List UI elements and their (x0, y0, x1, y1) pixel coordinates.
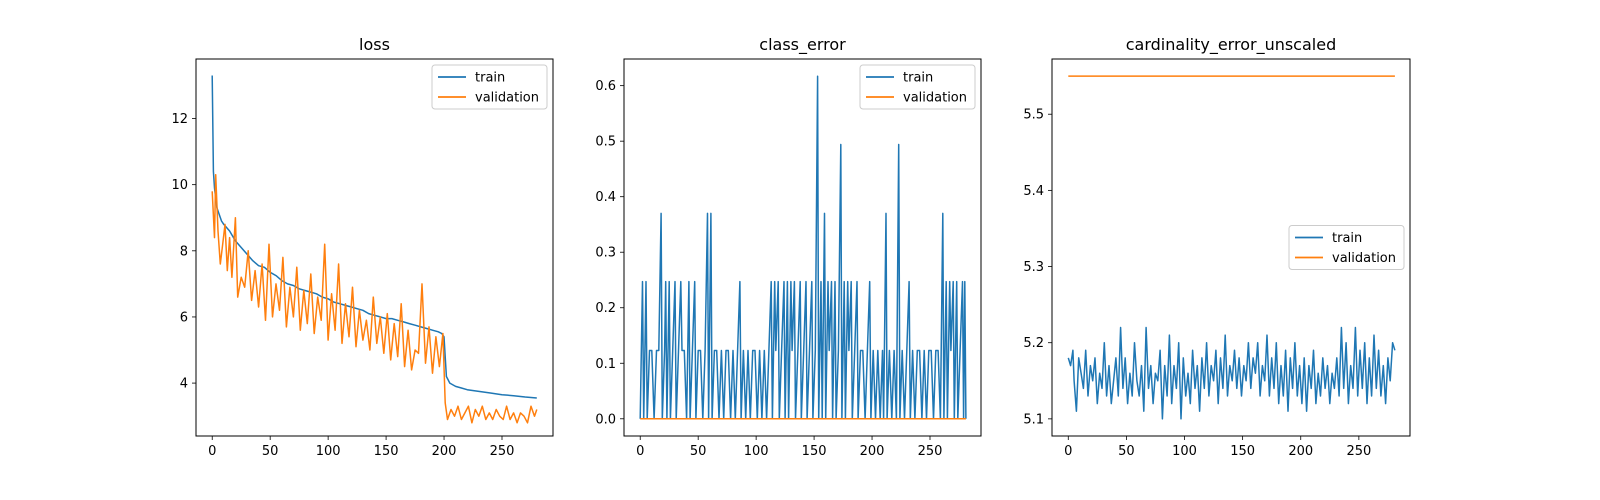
y-tick-label: 0.4 (595, 190, 616, 205)
legend: train validation (859, 64, 976, 110)
plot-frame (195, 58, 554, 437)
y-tick-label: 12 (171, 112, 188, 127)
x-tick-label: 200 (860, 444, 885, 459)
x-tick-label: 200 (432, 444, 457, 459)
x-tick-label: 250 (490, 444, 515, 459)
x-tick-label: 150 (1230, 444, 1255, 459)
y-tick-label: 0.1 (595, 357, 616, 372)
plot-frame (623, 58, 982, 437)
y-tick-label: 5.2 (1023, 336, 1044, 351)
y-tick-label: 5.4 (1023, 184, 1044, 199)
legend-label-train: train (903, 71, 933, 86)
legend-box (859, 64, 976, 110)
legend: train validation (431, 64, 548, 110)
legend-label-train: train (1332, 231, 1362, 246)
x-tick-label: 100 (744, 444, 769, 459)
x-tick-label: 150 (802, 444, 827, 459)
series-line-train (211, 75, 537, 399)
legend-box (1288, 225, 1405, 270)
y-tick-label: 0.0 (595, 412, 616, 427)
y-tick-label: 0.6 (595, 79, 616, 94)
legend-label-validation: validation (475, 91, 539, 106)
series-line-train (1067, 326, 1396, 420)
y-tick-label: 6 (180, 310, 188, 325)
y-tick-label: 5.5 (1023, 108, 1044, 123)
chart-title: cardinality_error_unscaled (1126, 35, 1336, 55)
y-tick-label: 8 (180, 244, 188, 259)
plot-frame (1051, 58, 1411, 437)
x-tick-label: 50 (690, 444, 707, 459)
subplot-loss: 0 50 100 150 200 250 4 6 8 10 12 loss train validatio… (171, 35, 554, 459)
y-tick-label: 5.3 (1023, 260, 1044, 275)
series-line-validation (211, 173, 538, 424)
legend-label-validation: validation (903, 91, 967, 106)
y-tick-label: 0.5 (595, 135, 616, 150)
x-tick-label: 150 (374, 444, 399, 459)
subplot-cardinality-error-unscaled: 0 50 100 150 200 250 5.1 5.2 5.3 5.4 5.5 cardinalit… (1023, 35, 1411, 459)
x-tick-label: 0 (1064, 444, 1072, 459)
x-tick-label: 0 (208, 444, 216, 459)
series-line-train (639, 75, 967, 420)
y-tick-label: 10 (171, 178, 188, 193)
x-tick-label: 0 (636, 444, 644, 459)
y-tick-label: 0.3 (595, 246, 616, 261)
subplot-class-error: 0 50 100 150 200 250 0.0 0.1 0.2 0.3 0.4 0.5 0.6 clas… (595, 35, 982, 459)
chart-title: loss (359, 35, 390, 54)
x-tick-label: 100 (1172, 444, 1197, 459)
x-tick-label: 50 (1118, 444, 1135, 459)
x-tick-label: 50 (262, 444, 279, 459)
legend-label-validation: validation (1332, 251, 1396, 266)
x-tick-label: 250 (1346, 444, 1371, 459)
x-tick-label: 250 (918, 444, 943, 459)
y-tick-label: 4 (180, 377, 188, 392)
legend: train validation (1288, 225, 1405, 270)
x-tick-label: 200 (1288, 444, 1313, 459)
legend-box (431, 64, 548, 110)
y-tick-label: 5.1 (1023, 412, 1044, 427)
x-tick-label: 100 (316, 444, 341, 459)
y-tick-label: 0.2 (595, 301, 616, 316)
chart-title: class_error (759, 35, 846, 55)
legend-label-train: train (475, 71, 505, 86)
